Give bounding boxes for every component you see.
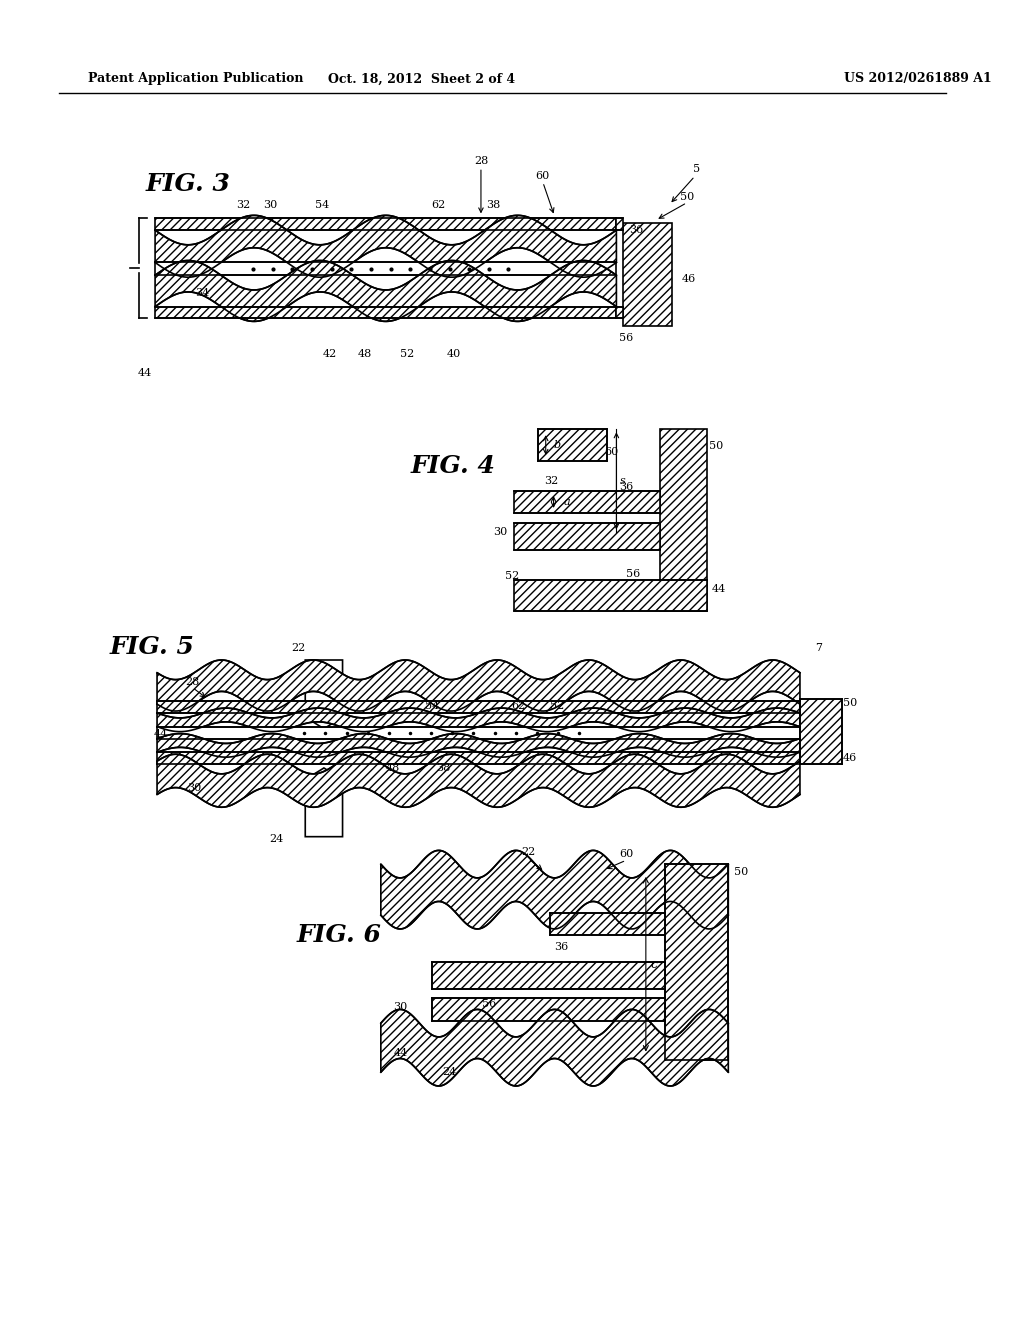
Text: c: c (651, 958, 657, 970)
Text: 30: 30 (187, 783, 202, 792)
Bar (157, 752, 800, 764)
Bar (800, 700, 842, 764)
Bar (155, 263, 616, 276)
Text: FIG. 5: FIG. 5 (110, 635, 195, 659)
Text: 7: 7 (815, 643, 822, 653)
Polygon shape (381, 850, 728, 929)
Text: Patent Application Publication: Patent Application Publication (88, 73, 304, 86)
Text: 24: 24 (442, 1068, 457, 1077)
Text: 50: 50 (710, 441, 724, 451)
Text: 30: 30 (494, 528, 508, 537)
Text: 22: 22 (521, 847, 536, 858)
Polygon shape (157, 660, 800, 711)
Text: 60: 60 (536, 172, 550, 181)
Text: 30: 30 (263, 199, 278, 210)
Bar (432, 962, 666, 989)
Bar (432, 998, 666, 1022)
Text: 44: 44 (154, 729, 168, 739)
Text: 48: 48 (385, 763, 399, 774)
Text: 32: 32 (237, 199, 251, 210)
Bar (155, 306, 616, 318)
Bar (616, 306, 624, 318)
Text: 44: 44 (138, 368, 153, 379)
Text: 50: 50 (843, 698, 857, 709)
Bar (666, 865, 728, 1060)
Text: a: a (563, 496, 570, 507)
Bar (157, 701, 800, 713)
Text: 52: 52 (400, 348, 415, 359)
Text: 24: 24 (269, 834, 284, 843)
Text: 62: 62 (432, 199, 445, 210)
Bar (624, 223, 673, 326)
Text: FIG. 3: FIG. 3 (145, 172, 230, 195)
Text: 46: 46 (843, 754, 857, 763)
Text: 56: 56 (620, 333, 633, 343)
Text: 34: 34 (195, 288, 209, 298)
Text: 36: 36 (629, 226, 643, 235)
Text: b: b (554, 440, 561, 450)
FancyArrow shape (296, 660, 352, 729)
Text: 36: 36 (620, 482, 633, 492)
Text: Oct. 18, 2012  Sheet 2 of 4: Oct. 18, 2012 Sheet 2 of 4 (329, 73, 516, 86)
Text: 56: 56 (481, 998, 496, 1008)
Bar (514, 579, 707, 611)
Bar (550, 913, 666, 935)
Text: US 2012/0261889 A1: US 2012/0261889 A1 (844, 73, 992, 86)
Polygon shape (155, 260, 616, 321)
Text: 60: 60 (604, 447, 618, 457)
Text: 40: 40 (446, 348, 461, 359)
Text: FIG. 4: FIG. 4 (411, 454, 496, 478)
FancyArrow shape (296, 768, 352, 837)
Text: 56: 56 (626, 569, 640, 578)
Text: 30: 30 (393, 1002, 408, 1012)
Text: 62: 62 (511, 701, 525, 711)
Text: 54: 54 (425, 701, 439, 711)
Text: 22: 22 (291, 643, 305, 653)
Text: 52: 52 (505, 570, 519, 581)
Text: 60: 60 (620, 849, 633, 859)
Text: 36: 36 (554, 941, 568, 952)
Bar (616, 218, 624, 230)
Text: 38: 38 (436, 763, 451, 774)
Bar (659, 429, 707, 611)
Text: 44: 44 (712, 585, 726, 594)
Text: 52: 52 (550, 701, 564, 711)
Bar (157, 727, 800, 738)
Text: 42: 42 (323, 348, 337, 359)
Bar (514, 491, 659, 512)
Text: 5: 5 (693, 164, 700, 174)
Polygon shape (155, 215, 616, 277)
Polygon shape (381, 1010, 728, 1086)
Text: 50: 50 (680, 191, 694, 202)
Bar (514, 523, 659, 550)
Polygon shape (157, 754, 800, 808)
Polygon shape (157, 734, 800, 758)
Text: 38: 38 (486, 199, 501, 210)
Bar (155, 218, 616, 230)
Text: 44: 44 (393, 1048, 408, 1057)
Text: FIG. 6: FIG. 6 (296, 923, 381, 946)
Text: 50: 50 (734, 867, 749, 876)
Bar (538, 429, 606, 461)
Text: 32: 32 (545, 477, 559, 486)
Text: 54: 54 (314, 199, 329, 210)
Text: 46: 46 (682, 275, 696, 284)
Text: 48: 48 (358, 348, 373, 359)
Polygon shape (157, 708, 800, 731)
Text: s: s (621, 477, 626, 486)
Text: 28: 28 (474, 156, 488, 166)
Text: 28: 28 (185, 677, 200, 686)
